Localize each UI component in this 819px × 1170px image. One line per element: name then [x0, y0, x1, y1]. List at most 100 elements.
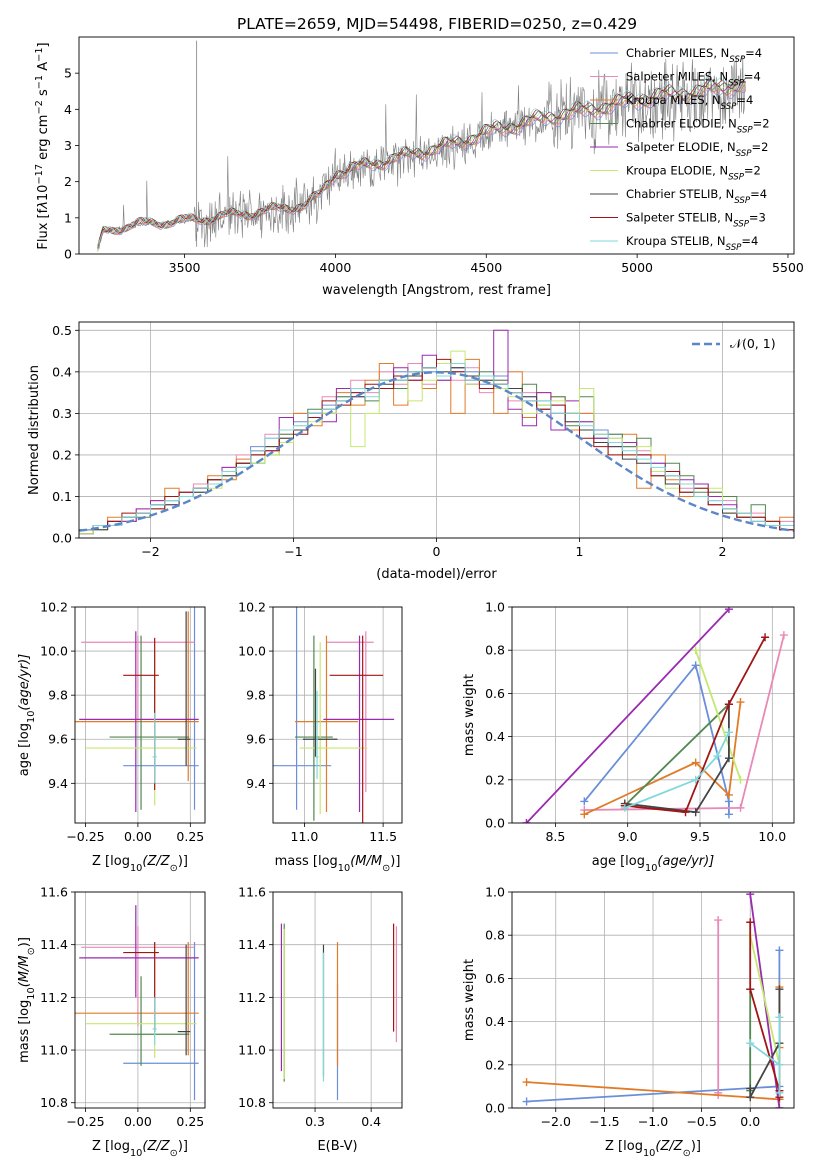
y-tick-label: 4: [64, 102, 72, 117]
y-axis-label-part: (M/M: [17, 955, 32, 987]
legend-tail: =4: [741, 234, 758, 248]
legend-tail: =4: [745, 46, 762, 60]
axes-frame: [74, 606, 206, 824]
panels-layer: 3500 4000 4500 5000 5500 0 1 2 3 4 5 wavelength [An…: [17, 36, 804, 1159]
y-tick-label: 0: [64, 247, 72, 262]
y-tick-label: 11.0: [40, 1043, 68, 1058]
x-axis-label-part: (Z/Z: [142, 854, 170, 869]
axes-frame: [78, 36, 795, 255]
weight-marker: [691, 808, 700, 817]
x-axis-label-part: (M/M: [350, 854, 382, 869]
weight-marker: [714, 916, 723, 925]
y-axis-label-part: ⊙: [26, 947, 37, 955]
weight-marker: [775, 1104, 784, 1108]
x-axis-label-part: (Z/Z: [655, 1139, 683, 1154]
y-tick-label: 0.2: [485, 772, 505, 787]
x-axis-label: mass [log10(M/M⊙)]: [275, 854, 401, 874]
y-tick-label: 0.4: [52, 364, 72, 379]
x-axis-label-part: age [log: [592, 854, 645, 869]
x-tick-label: −2.0: [541, 1114, 571, 1129]
panel-spectrum: 3500 4000 4500 5000 5500 0 1 2 3 4 5 wavelength [An…: [34, 36, 804, 298]
legend-sub: SSP: [729, 55, 746, 65]
y-axis-label-part: Flux [f: [36, 208, 51, 249]
x-tick-label: −0.25: [66, 829, 104, 844]
weight-marker: [746, 1084, 755, 1093]
x-tick-label: −1.0: [638, 1114, 668, 1129]
y-axis-label-part: mass [log: [17, 1000, 32, 1063]
x-axis-label-part: (age/yr)]: [657, 854, 714, 869]
weight-marker: [691, 646, 700, 655]
weight-marker: [775, 946, 784, 955]
y-tick-label: 0.2: [485, 1057, 505, 1072]
legend-text: Salpeter ELODIE, N: [626, 140, 736, 154]
x-axis-label-part: 10: [643, 1148, 655, 1159]
legend-text: Chabrier MILES, N: [626, 46, 729, 60]
weight-marker: [761, 633, 770, 642]
y-axis-label-part: −2: [34, 100, 45, 114]
x-axis-label: E(B-V): [317, 1139, 357, 1154]
y-tick-label: 5: [64, 66, 72, 81]
y-axis-label: age [log10(age/yr)]: [17, 654, 37, 777]
y-tick-label: 1.0: [485, 600, 505, 615]
x-tick-label: 0.00: [124, 1114, 152, 1129]
x-axis-label-part: 10: [130, 1148, 142, 1159]
y-tick-label: 1: [64, 210, 72, 225]
x-tick-label: −1.5: [589, 1114, 619, 1129]
x-tick-label: −2: [141, 544, 159, 559]
plot-area: [75, 607, 199, 812]
y-tick-label: 9.6: [48, 732, 68, 747]
y-tick-label: 9.8: [48, 688, 68, 703]
weight-marker: [746, 1039, 755, 1048]
x-tick-label: 0.25: [176, 829, 204, 844]
weight-marker: [522, 1078, 531, 1087]
x-axis-label-part: ⊙: [382, 863, 390, 874]
weight-marker: [580, 797, 589, 806]
weight-marker: [691, 661, 700, 670]
plot-area: [273, 607, 395, 823]
y-tick-label: 11.6: [40, 885, 68, 900]
weight-marker: [775, 1088, 784, 1097]
x-tick-label: −1: [284, 544, 302, 559]
x-axis-label-part: )]: [390, 854, 400, 869]
weight-marker: [724, 754, 733, 763]
panel-mass-vs-ebv: 0.3 0.4 10.8 11.0 11.2 11.4 11.6 E(B-V): [238, 885, 403, 1154]
axes-frame: [272, 606, 403, 824]
x-tick-label: 9.5: [690, 829, 710, 844]
figure-title: PLATE=2659, MJD=54498, FIBERID=0250, z=0…: [237, 15, 637, 33]
x-axis-label-part: mass [log: [275, 854, 338, 869]
legend-entry: Salpeter ELODIE, NSSP=2: [626, 140, 768, 159]
legend-tail: =4: [744, 70, 761, 84]
panel-residuals: −2 −1 0 1 2 0.0 0.1 0.2 0.3 0.4 0.5 𝒩(0, 1) (data-mo…: [27, 321, 795, 582]
weight-marker: [724, 607, 733, 614]
weight-line: [624, 731, 730, 809]
x-tick-label: 5000: [621, 260, 653, 275]
legend-tail: =2: [753, 117, 770, 131]
legend-entry: Salpeter MILES, NSSP=4: [626, 70, 761, 89]
weight-marker: [580, 810, 589, 819]
legend-entry: Chabrier STELIB, NSSP=4: [626, 187, 767, 206]
x-tick-label: 0.3: [305, 1114, 325, 1129]
legend-entry: Chabrier MILES, NSSP=4: [626, 46, 762, 65]
x-axis-label-part: (Z/Z: [142, 1139, 170, 1154]
x-axis-label: Z [log10(Z/Z⊙)]: [92, 1139, 188, 1159]
weight-line: [525, 608, 730, 823]
y-tick-label: 9.4: [246, 776, 266, 791]
legend-sub: SSP: [728, 79, 745, 89]
legend-tail: =2: [744, 164, 761, 178]
x-tick-label: 0.00: [124, 829, 152, 844]
weight-marker: [775, 1013, 784, 1022]
x-tick-label: 9.0: [618, 829, 638, 844]
y-tick-label: 2: [64, 174, 72, 189]
legend-tail: =2: [751, 140, 768, 154]
weight-marker: [522, 819, 531, 823]
weight-marker: [620, 803, 629, 812]
y-axis-label-part: 10: [26, 987, 37, 999]
y-tick-label: 3: [64, 138, 72, 153]
gaussian-curve: [79, 371, 794, 532]
axes-frame: [78, 321, 795, 539]
y-axis-label: Flux [fλ10−17 erg cm−2 s−1 A−1]: [34, 42, 52, 249]
legend-entry: Chabrier ELODIE, NSSP=2: [626, 117, 770, 136]
y-axis-label-part: −17: [34, 164, 45, 185]
plot-area: [522, 892, 784, 1108]
